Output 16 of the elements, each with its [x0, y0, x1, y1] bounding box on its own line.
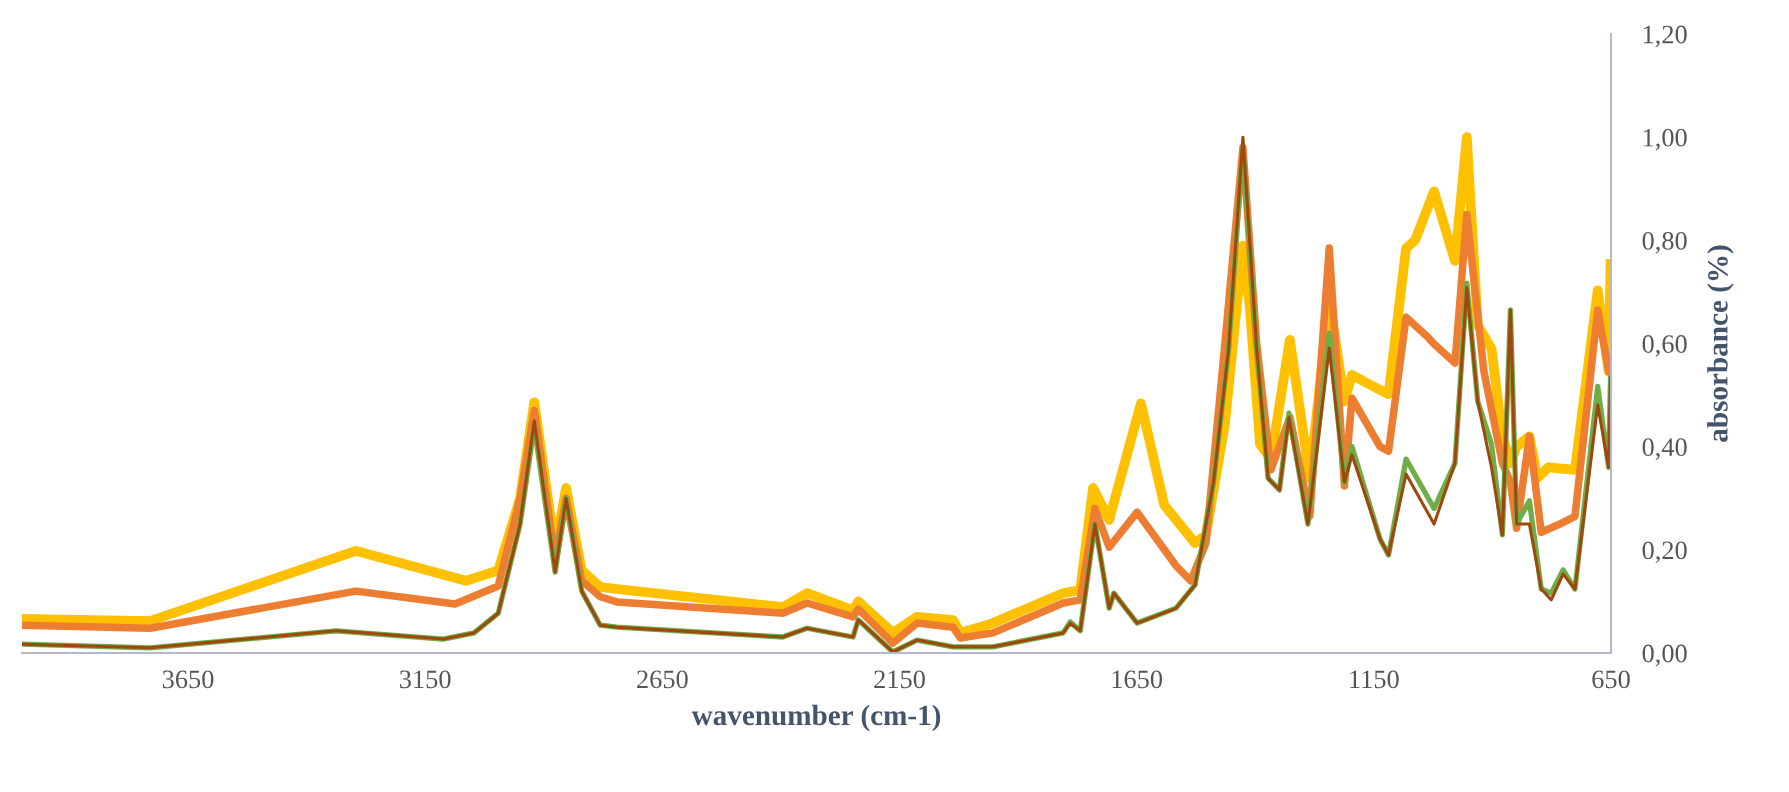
y-tick-label: 1,20 [1643, 25, 1687, 48]
x-tick-label: 2650 [637, 670, 688, 689]
y-tick-label: 0,40 [1642, 438, 1687, 460]
x-tick-label: 3650 [162, 670, 214, 689]
x-axis-title: wavenumber (cm-1) [691, 704, 941, 732]
y-tick-label: 0,80 [1642, 231, 1687, 254]
x-tick-label: 650 [1592, 670, 1630, 689]
x-tick-label: 1150 [1350, 670, 1399, 689]
x-tick-label: 1650 [1112, 670, 1163, 689]
y-axis-title: absorbance (%) [1707, 245, 1734, 442]
y-tick-label: 0,20 [1642, 541, 1687, 564]
x-tick-label: 2150 [874, 670, 925, 689]
y-tick-label: 0,00 [1642, 644, 1687, 667]
x-tick-label: 3150 [400, 670, 451, 689]
y-tick-label: 0,60 [1642, 335, 1687, 357]
y-tick-label: 1,00 [1643, 128, 1687, 151]
